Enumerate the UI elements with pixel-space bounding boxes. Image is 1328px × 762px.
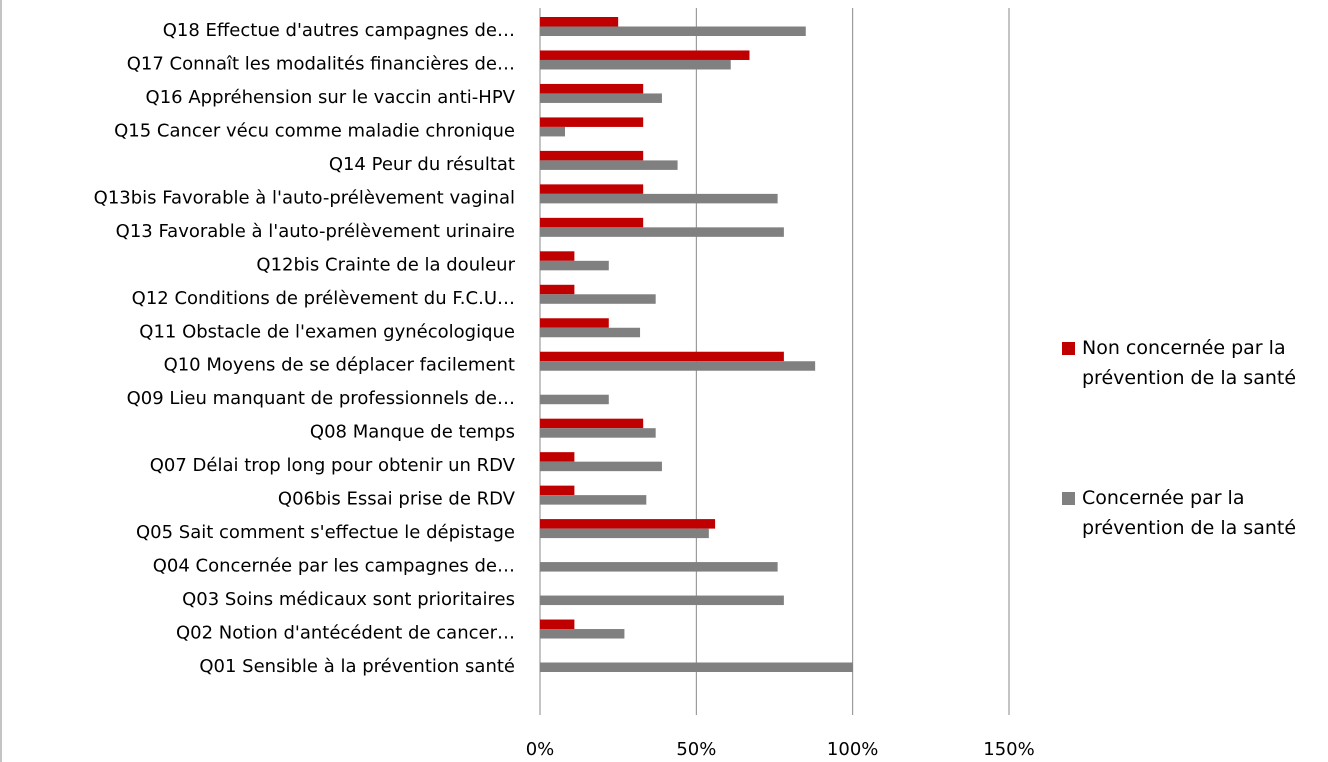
- y-tick-label: Q04 Concernée par les campagnes de…: [153, 556, 515, 577]
- y-tick-label: Q05 Sait comment s'effectue le dépistage: [136, 522, 515, 543]
- x-tick-label: 50%: [676, 739, 716, 760]
- bar: [540, 394, 609, 405]
- bar: [540, 126, 566, 137]
- bar: [540, 284, 575, 295]
- bar: [540, 351, 784, 362]
- bar: [540, 629, 625, 639]
- y-tick-label: Q02 Notion d'antécédent de cancer…: [176, 623, 515, 644]
- y-tick-label: Q09 Lieu manquant de professionnels de…: [127, 388, 515, 409]
- y-tick-label: Q01 Sensible à la prévention santé: [199, 656, 515, 677]
- bar: [540, 318, 609, 328]
- x-tick-label: 100%: [827, 739, 878, 760]
- bar: [540, 59, 731, 70]
- y-tick-label: Q13 Favorable à l'auto-prélèvement urina…: [116, 221, 515, 242]
- y-tick-label: Q12bis Crainte de la douleur: [256, 254, 515, 275]
- y-tick-label: Q15 Cancer vécu comme maladie chronique: [114, 120, 515, 141]
- bar: [540, 251, 575, 261]
- bar: [540, 327, 641, 338]
- bar: [540, 662, 853, 672]
- bar: [540, 519, 716, 529]
- bar: [540, 361, 816, 371]
- y-tick-label: Q16 Appréhension sur le vaccin anti-HPV: [146, 87, 516, 108]
- bar: [540, 117, 644, 127]
- bar: [540, 217, 644, 228]
- legend-label: Non concernée par la prévention de la sa…: [1082, 337, 1297, 389]
- bar: [540, 26, 806, 36]
- bar: [540, 227, 784, 237]
- bar: [540, 452, 575, 462]
- bar: [540, 495, 647, 505]
- bar: [540, 184, 644, 194]
- y-tick-label: Q07 Délai trop long pour obtenir un RDV: [150, 455, 516, 476]
- y-tick-label: Q03 Soins médicaux sont prioritaires: [182, 589, 515, 610]
- y-tick-label: Q08 Manque de temps: [310, 422, 515, 443]
- x-tick-label: 150%: [983, 739, 1034, 760]
- bar: [540, 485, 575, 496]
- y-tick-label: Q18 Effectue d'autres campagnes de…: [163, 20, 515, 41]
- bar: [540, 428, 656, 438]
- bar: [540, 83, 644, 94]
- bar: [540, 619, 575, 630]
- bar: [540, 418, 644, 429]
- y-tick-label: Q06bis Essai prise de RDV: [278, 489, 516, 510]
- bar: [540, 17, 619, 27]
- y-tick-label: Q14 Peur du résultat: [329, 154, 515, 175]
- bar: [540, 461, 662, 472]
- bar: [540, 595, 784, 606]
- bar: [540, 50, 750, 60]
- y-tick-label: Q17 Connaît les modalités financières de…: [127, 53, 515, 74]
- bar: [540, 528, 709, 539]
- bar: [540, 562, 778, 572]
- bar: [540, 193, 778, 204]
- legend-swatch: [1062, 342, 1075, 355]
- bar: [540, 150, 644, 161]
- legend-item: Concernée par la prévention de la santé: [1062, 483, 1324, 543]
- bar: [540, 260, 609, 271]
- legend-swatch: [1062, 492, 1075, 505]
- legend-item: Non concernée par la prévention de la sa…: [1062, 333, 1324, 393]
- y-tick-label: Q12 Conditions de prélèvement du F.C.U…: [132, 288, 515, 309]
- bar: [540, 294, 656, 304]
- y-tick-label: Q13bis Favorable à l'auto-prélèvement va…: [94, 187, 515, 208]
- y-tick-label: Q11 Obstacle de l'examen gynécologique: [139, 321, 515, 342]
- bar: [540, 160, 678, 170]
- y-tick-label: Q10 Moyens de se déplacer facilement: [164, 355, 515, 376]
- x-tick-label: 0%: [526, 739, 555, 760]
- bar: [540, 93, 662, 103]
- legend-label: Concernée par la prévention de la santé: [1082, 487, 1297, 539]
